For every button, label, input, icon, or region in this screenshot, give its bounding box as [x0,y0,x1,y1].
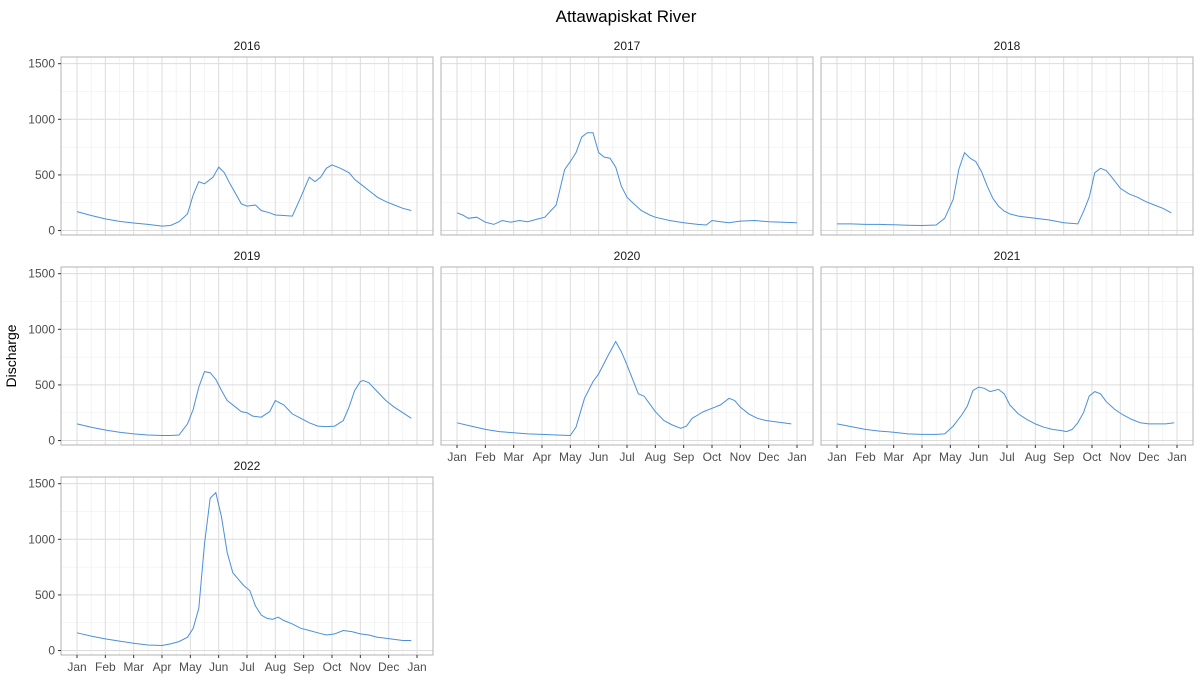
y-tick-label: 0 [48,434,55,448]
panel-border [440,56,814,236]
panel-title: 2022 [234,459,261,473]
series-line-2018 [837,151,1172,227]
x-tick-label: Jul [239,660,254,674]
series-line-2020 [456,340,792,437]
x-tick-label: Mar [123,660,144,674]
x-tick-label: Aug [265,660,286,674]
panel-2021: 2021 Jan Feb Mar Apr May Jun Jul Aug Sep Oct Nov Dec… [820,249,1194,464]
y-tick-label: 500 [35,168,55,182]
chart-title: Attawapiskat River [556,7,697,26]
x-tick-label: Sep [293,660,315,674]
x-tick-label: Jan [67,660,86,674]
panel-title: 2021 [994,249,1021,263]
x-tick-label: Feb [95,660,116,674]
x-tick-label: Jul [619,450,634,464]
x-tick-label: May [559,450,582,464]
series-line-2017 [456,132,798,226]
x-tick-label: Dec [378,660,399,674]
panel-title: 2020 [614,249,641,263]
panel-title: 2019 [234,249,261,263]
series-line-2019 [76,371,412,436]
x-tick-label: Jan [447,450,466,464]
x-tick-label: Jun [589,450,608,464]
x-tick-label: Apr [533,450,552,464]
x-tick-label: Jan [787,450,806,464]
x-tick-label: Oct [703,450,722,464]
y-tick-label: 1000 [28,532,55,546]
x-tick-label: Apr [153,660,172,674]
x-tick-label: Dec [1138,450,1159,464]
y-tick-label: 500 [35,588,55,602]
x-tick-label: Oct [323,660,342,674]
y-tick-label: 1500 [28,477,55,491]
y-axis-title: Discharge [3,324,19,387]
panel-2016: 2016 0 500 1000 1500 [28,39,434,238]
x-tick-label: Nov [350,660,371,674]
y-tick-label: 1500 [28,57,55,71]
panel-border [60,56,434,236]
panel-border [820,56,1194,236]
x-tick-label: May [939,450,962,464]
x-tick-label: Jun [209,660,228,674]
y-tick-label: 1500 [28,267,55,281]
panel-title: 2017 [614,39,641,53]
y-tick-label: 500 [35,378,55,392]
x-tick-label: May [179,660,202,674]
x-tick-label: Mar [503,450,524,464]
x-tick-label: Nov [1110,450,1131,464]
x-tick-label: Feb [475,450,496,464]
series-line-2022 [76,491,412,647]
y-tick-label: 1000 [28,322,55,336]
x-tick-label: Jan [407,660,426,674]
x-tick-label: Aug [645,450,666,464]
panel-2022: 2022 0 500 1000 1500 Jan Feb Mar Apr May Jun Jul Aug… [28,459,434,674]
x-tick-label: Aug [1025,450,1046,464]
panel-2017: 2017 [440,39,814,236]
panels-layer: 2016 0 500 1000 1500 2017 2018 2019 0 500 1000 1500… [28,39,1194,674]
series-line-2021 [836,386,1175,435]
panel-2020: 2020 Jan Feb Mar Apr May Jun Jul Aug Sep Oct Nov Dec… [440,249,814,464]
panel-title: 2018 [994,39,1021,53]
panel-2018: 2018 [820,39,1194,236]
x-tick-label: Jan [1167,450,1186,464]
x-tick-label: Nov [730,450,751,464]
panel-2019: 2019 0 500 1000 1500 [28,249,434,448]
y-tick-label: 1000 [28,112,55,126]
x-tick-label: Jun [969,450,988,464]
x-tick-label: Feb [855,450,876,464]
x-tick-label: Dec [758,450,779,464]
x-tick-label: Apr [913,450,932,464]
x-tick-label: Sep [1053,450,1075,464]
x-tick-label: Oct [1083,450,1102,464]
x-tick-label: Jan [827,450,846,464]
x-tick-label: Jul [999,450,1014,464]
panel-title: 2016 [234,39,261,53]
x-tick-label: Mar [883,450,904,464]
panel-border [60,266,434,446]
y-tick-label: 0 [48,224,55,238]
x-tick-label: Sep [673,450,695,464]
y-tick-label: 0 [48,644,55,658]
series-line-2016 [76,164,412,227]
